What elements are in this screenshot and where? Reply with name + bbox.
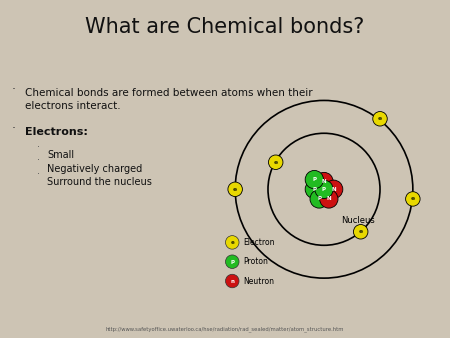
Text: e: e <box>411 196 415 201</box>
Text: N: N <box>327 196 331 201</box>
Circle shape <box>310 190 328 208</box>
Text: http://www.safetyoffice.uwaterloo.ca/hse/radiation/rad_sealed/matter/atom_struct: http://www.safetyoffice.uwaterloo.ca/hse… <box>106 326 344 332</box>
Text: e: e <box>233 187 237 192</box>
Circle shape <box>225 274 239 288</box>
Text: Electron: Electron <box>243 238 274 247</box>
Circle shape <box>225 236 239 249</box>
Text: ·: · <box>12 83 15 96</box>
Text: ·: · <box>12 122 15 135</box>
Circle shape <box>305 170 324 189</box>
Circle shape <box>315 180 333 198</box>
Circle shape <box>315 172 333 191</box>
Text: N: N <box>322 179 326 184</box>
Circle shape <box>405 192 420 206</box>
Circle shape <box>320 190 338 208</box>
Text: e: e <box>378 116 382 121</box>
Text: Electrons:: Electrons: <box>25 127 88 137</box>
Text: P: P <box>322 187 326 192</box>
Circle shape <box>269 155 283 169</box>
Text: e: e <box>230 240 234 245</box>
Circle shape <box>373 112 387 126</box>
Text: N: N <box>331 187 336 192</box>
Text: ·: · <box>37 155 40 166</box>
Text: P: P <box>317 196 321 201</box>
Text: Negatively charged: Negatively charged <box>47 164 143 174</box>
Text: Surround the nucleus: Surround the nucleus <box>47 177 152 188</box>
Text: What are Chemical bonds?: What are Chemical bonds? <box>86 17 365 37</box>
Text: Chemical bonds are formed between atoms when their: Chemical bonds are formed between atoms … <box>25 88 312 98</box>
Text: P: P <box>312 177 316 182</box>
Text: P: P <box>312 187 316 192</box>
Text: e: e <box>274 160 278 165</box>
Text: ·: · <box>37 169 40 179</box>
Text: n: n <box>230 279 234 284</box>
Text: e: e <box>359 229 363 234</box>
Circle shape <box>353 224 368 239</box>
Text: p: p <box>230 259 234 264</box>
Text: Neutron: Neutron <box>243 276 274 286</box>
Circle shape <box>228 182 243 196</box>
Circle shape <box>225 255 239 268</box>
Text: electrons interact.: electrons interact. <box>25 101 121 112</box>
Text: Proton: Proton <box>243 257 268 266</box>
Text: Small: Small <box>47 150 74 161</box>
Circle shape <box>324 180 343 198</box>
Text: Nucleus: Nucleus <box>342 216 375 225</box>
Circle shape <box>305 180 324 198</box>
Text: ·: · <box>37 142 40 152</box>
